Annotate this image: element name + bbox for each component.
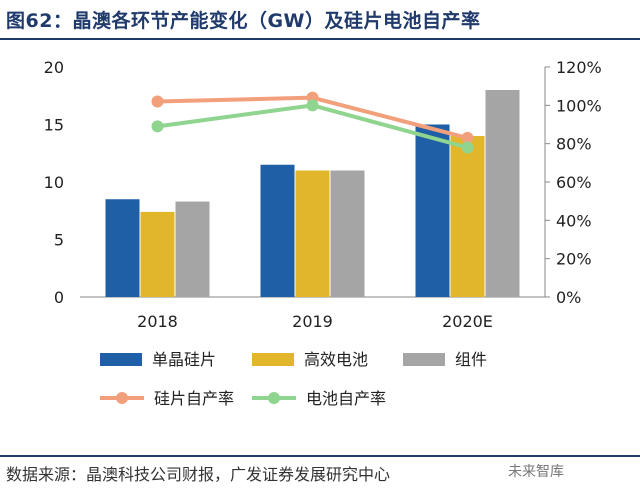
legend-swatch (100, 353, 142, 366)
legend-label: 高效电池 (304, 350, 368, 369)
line-point (461, 141, 474, 154)
line-point (306, 99, 319, 112)
y-right-tick-label: 40% (556, 211, 592, 230)
y-left-tick-label: 20 (44, 58, 64, 77)
chart: 0 5 10 15 20 0% 20% 40% 60% 80% 100% 120% 2018 2019 20… (44, 58, 602, 408)
legend-label: 硅片自产率 (154, 389, 234, 408)
y-left-tick-label: 0 (54, 288, 64, 307)
bar (175, 201, 210, 297)
legend-label: 电池自产率 (306, 389, 386, 408)
chart-axes: 0 5 10 15 20 0% 20% 40% 60% 80% 100% 120% 2018 2019 20… (44, 58, 602, 331)
legend-label: 组件 (455, 350, 487, 369)
y-right-tick-label: 100% (556, 96, 602, 115)
x-tick-label: 2020E (442, 312, 493, 331)
legend-swatch (252, 353, 294, 366)
y-left-tick-label: 5 (54, 231, 64, 250)
x-tick-label: 2019 (292, 312, 333, 331)
footer-divider (0, 455, 640, 457)
bar (450, 136, 485, 297)
line-point (151, 95, 164, 108)
bar (295, 170, 330, 297)
y-right-tick-label: 20% (556, 250, 592, 269)
y-right-tick-label: 0% (556, 288, 581, 307)
title-divider (0, 38, 640, 40)
bar (485, 90, 520, 297)
chart-bars (105, 90, 520, 297)
legend-marker (116, 392, 128, 404)
y-right-tick-label: 80% (556, 135, 592, 154)
x-tick-label: 2018 (137, 312, 178, 331)
page-title: 图62：晶澳各环节产能变化（GW）及硅片电池自产率 (6, 10, 481, 32)
bar (260, 164, 295, 297)
y-right-tick-label: 60% (556, 173, 592, 192)
y-left-tick-label: 15 (44, 116, 64, 135)
bar (330, 170, 365, 297)
line-point (151, 120, 164, 133)
bar (105, 199, 140, 297)
legend-swatch (403, 353, 445, 366)
bar (415, 124, 450, 297)
watermark-text: 未来智库 (508, 464, 564, 480)
y-left-tick-label: 10 (44, 173, 64, 192)
legend-label: 单晶硅片 (152, 350, 216, 369)
bar (140, 211, 175, 297)
y-right-tick-label: 120% (556, 58, 602, 77)
chart-lines (151, 91, 474, 154)
source-note: 数据来源：晶澳科技公司财报，广发证券发展研究中心 (6, 465, 391, 484)
line-point (461, 131, 474, 144)
legend-marker (268, 392, 280, 404)
